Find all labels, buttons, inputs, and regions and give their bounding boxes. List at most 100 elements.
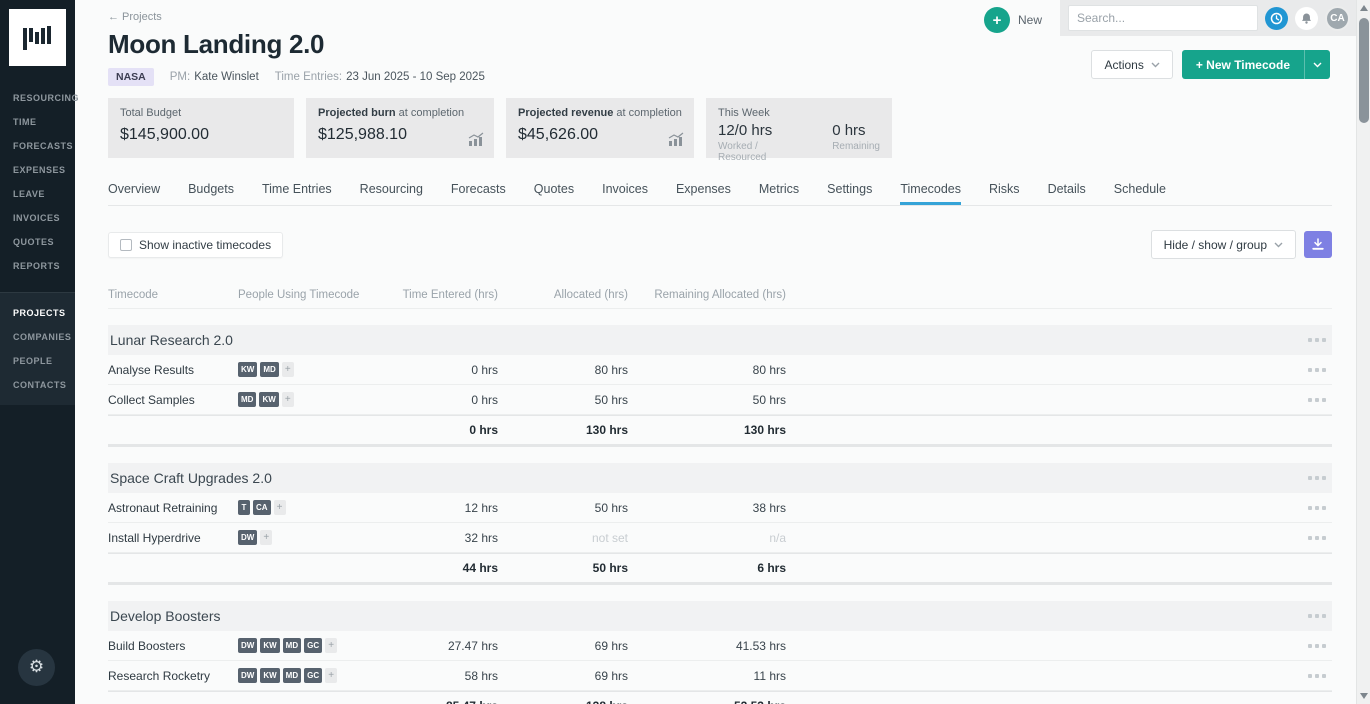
settings-button[interactable]: ⚙ bbox=[18, 649, 55, 686]
sidebar-item-reports[interactable]: REPORTS bbox=[13, 261, 61, 271]
table-row[interactable]: Analyse Results KW MD + 0 hrs 80 hrs 80 … bbox=[108, 355, 1332, 385]
row-menu-button[interactable] bbox=[1292, 397, 1332, 402]
group-menu-button[interactable] bbox=[1292, 476, 1332, 480]
tab-invoices[interactable]: Invoices bbox=[602, 182, 648, 196]
table-row[interactable]: Collect Samples MD KW + 0 hrs 50 hrs 50 … bbox=[108, 385, 1332, 415]
person-chip[interactable]: DW bbox=[238, 668, 258, 683]
breadcrumb-back-link[interactable]: ← Projects bbox=[108, 11, 162, 23]
person-chip[interactable]: MD bbox=[282, 668, 302, 683]
sidebar-item-projects[interactable]: PROJECTS bbox=[13, 308, 66, 318]
person-chip[interactable]: MD bbox=[260, 362, 279, 377]
add-person-button[interactable]: + bbox=[273, 500, 286, 515]
group-name: Lunar Research 2.0 bbox=[110, 332, 233, 348]
scroll-up-arrow-icon[interactable] bbox=[1360, 5, 1368, 11]
person-chip[interactable]: GC bbox=[304, 638, 323, 653]
person-chip[interactable]: T bbox=[238, 500, 250, 515]
row-menu-button[interactable] bbox=[1292, 643, 1332, 648]
sidebar-item-invoices[interactable]: INVOICES bbox=[13, 213, 61, 223]
row-menu-button[interactable] bbox=[1292, 367, 1332, 372]
tab-forecasts[interactable]: Forecasts bbox=[450, 182, 506, 196]
checkbox-icon[interactable] bbox=[120, 238, 132, 251]
tab-risks[interactable]: Risks bbox=[989, 182, 1020, 196]
scroll-down-arrow-icon[interactable] bbox=[1360, 693, 1368, 699]
person-chip[interactable]: MD bbox=[282, 638, 302, 653]
tab-expenses[interactable]: Expenses bbox=[675, 182, 731, 196]
sidebar-item-forecasts[interactable]: FORECASTS bbox=[13, 141, 74, 151]
mini-chart-icon[interactable] bbox=[467, 132, 485, 151]
group-menu-button[interactable] bbox=[1292, 614, 1332, 618]
global-new-button[interactable]: + bbox=[983, 7, 1010, 33]
add-person-button[interactable]: + bbox=[281, 392, 294, 407]
tab-budgets[interactable]: Budgets bbox=[188, 182, 234, 196]
gear-icon: ⚙ bbox=[28, 657, 45, 677]
tab-time-entries[interactable]: Time Entries bbox=[261, 182, 332, 196]
person-chip[interactable]: DW bbox=[238, 530, 258, 545]
table-row[interactable]: Install Hyperdrive DW + 32 hrs not set n… bbox=[108, 523, 1332, 553]
sidebar-item-leave[interactable]: LEAVE bbox=[13, 189, 45, 199]
tab-schedule[interactable]: Schedule bbox=[1113, 182, 1166, 196]
new-timecode-button[interactable]: + New Timecode bbox=[1181, 50, 1330, 79]
bell-icon bbox=[1302, 12, 1311, 24]
row-menu-button[interactable] bbox=[1292, 673, 1332, 678]
allocated-cell: not set bbox=[591, 530, 628, 545]
timecode-name[interactable]: Build Boosters bbox=[108, 638, 186, 653]
table-row[interactable]: Astronaut Retraining T CA + 12 hrs 50 hr… bbox=[108, 493, 1332, 523]
person-chip[interactable]: KW bbox=[260, 668, 280, 683]
time-entries-range: 23 Jun 2025 - 10 Sep 2025 bbox=[346, 71, 485, 83]
table-row[interactable]: Research Rocketry DW KW MD GC + 58 hrs 6… bbox=[108, 661, 1332, 691]
tab-settings[interactable]: Settings bbox=[827, 182, 873, 196]
download-button[interactable] bbox=[1304, 231, 1332, 258]
filter-row: Show inactive timecodes Hide / show / gr… bbox=[108, 230, 1332, 259]
app-logo[interactable] bbox=[9, 9, 66, 66]
people-chips: DW + bbox=[238, 530, 398, 545]
new-timecode-label[interactable]: + New Timecode bbox=[1195, 57, 1290, 72]
client-badge[interactable]: NASA bbox=[108, 68, 154, 86]
person-chip[interactable]: KW bbox=[260, 638, 280, 653]
sidebar-item-time[interactable]: TIME bbox=[13, 117, 37, 127]
person-chip[interactable]: KW bbox=[259, 392, 279, 407]
tab-overview[interactable]: Overview bbox=[108, 182, 161, 196]
actions-dropdown-button[interactable]: Actions bbox=[1091, 50, 1173, 79]
person-chip[interactable]: CA bbox=[253, 500, 271, 515]
group-menu-button[interactable] bbox=[1292, 338, 1332, 342]
timecode-name[interactable]: Analyse Results bbox=[108, 362, 195, 377]
person-chip[interactable]: DW bbox=[238, 638, 258, 653]
timecode-name[interactable]: Install Hyperdrive bbox=[108, 530, 201, 545]
tab-timecodes[interactable]: Timecodes bbox=[900, 176, 961, 205]
new-timecode-dropdown[interactable] bbox=[1304, 50, 1330, 79]
notifications-button[interactable] bbox=[1295, 6, 1318, 30]
row-menu-button[interactable] bbox=[1292, 505, 1332, 510]
person-chip[interactable]: MD bbox=[238, 392, 257, 407]
timecode-name[interactable]: Astronaut Retraining bbox=[108, 500, 218, 515]
vertical-scrollbar[interactable] bbox=[1356, 0, 1370, 704]
user-avatar[interactable]: CA bbox=[1325, 5, 1350, 31]
add-person-button[interactable]: + bbox=[260, 530, 273, 545]
table-row[interactable]: Build Boosters DW KW MD GC + 27.47 hrs 6… bbox=[108, 631, 1332, 661]
sidebar-item-companies[interactable]: COMPANIES bbox=[13, 332, 72, 342]
main-content: + New CA ← Projects Moon Landing 2.0 NAS… bbox=[75, 0, 1356, 704]
timecode-name[interactable]: Collect Samples bbox=[108, 392, 195, 407]
sidebar-item-expenses[interactable]: EXPENSES bbox=[13, 165, 66, 175]
add-person-button[interactable]: + bbox=[281, 362, 294, 377]
row-menu-button[interactable] bbox=[1292, 535, 1332, 540]
person-chip[interactable]: GC bbox=[304, 668, 323, 683]
hide-show-group-dropdown[interactable]: Hide / show / group bbox=[1150, 230, 1296, 259]
tab-quotes[interactable]: Quotes bbox=[533, 182, 575, 196]
add-person-button[interactable]: + bbox=[325, 638, 338, 653]
remaining-cell: 11 hrs bbox=[753, 668, 786, 683]
show-inactive-timecodes-toggle[interactable]: Show inactive timecodes bbox=[108, 231, 284, 258]
add-person-button[interactable]: + bbox=[325, 668, 338, 683]
mini-chart-icon[interactable] bbox=[667, 132, 685, 151]
sidebar-item-quotes[interactable]: QUOTES bbox=[13, 237, 55, 247]
tab-details[interactable]: Details bbox=[1047, 182, 1086, 196]
person-chip[interactable]: KW bbox=[238, 362, 258, 377]
timecode-name[interactable]: Research Rocketry bbox=[108, 668, 211, 683]
scrollbar-thumb[interactable] bbox=[1359, 18, 1369, 123]
sidebar-item-resourcing[interactable]: RESOURCING bbox=[13, 93, 80, 103]
tab-resourcing[interactable]: Resourcing bbox=[359, 182, 423, 196]
time-tracking-button[interactable] bbox=[1265, 6, 1288, 30]
sidebar-item-contacts[interactable]: CONTACTS bbox=[13, 380, 67, 390]
sidebar-item-people[interactable]: PEOPLE bbox=[13, 356, 53, 366]
tab-metrics[interactable]: Metrics bbox=[758, 182, 800, 196]
search-input[interactable] bbox=[1068, 5, 1258, 31]
